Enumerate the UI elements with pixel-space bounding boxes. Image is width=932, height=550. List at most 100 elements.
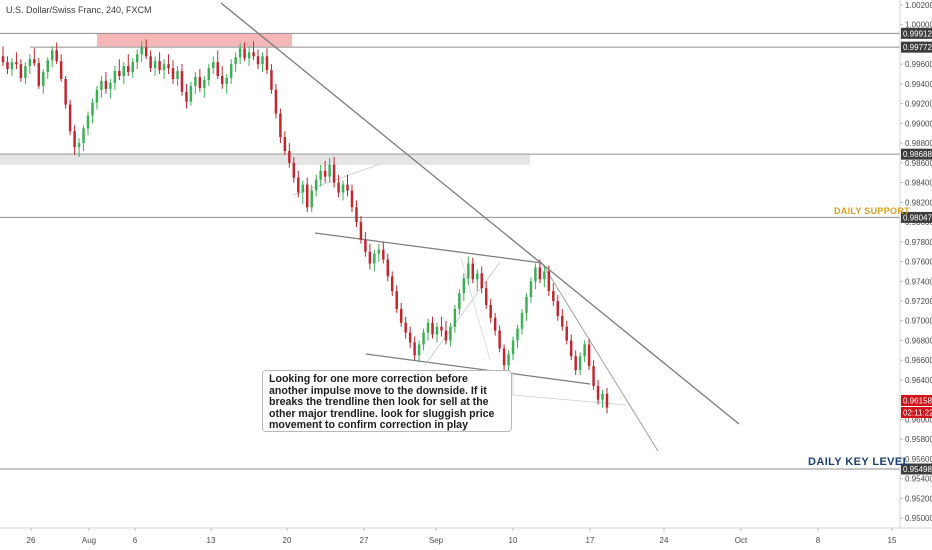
candle-body [198, 76, 202, 88]
candle-body [476, 273, 479, 280]
level-badge-bg [901, 211, 932, 223]
candle-body [435, 326, 439, 335]
candle-body [171, 68, 175, 79]
candle-body [556, 301, 560, 316]
candle-body [561, 315, 564, 327]
current-price-badge: 0.96158 02:11:22 [901, 395, 932, 418]
candle-body [319, 170, 322, 180]
candle-body [502, 348, 506, 366]
time-tick-label: Oct [735, 536, 748, 545]
chart-title: U.S. Dollar/Swiss Franc, 240, FXCM [6, 5, 152, 15]
candle-body [144, 47, 148, 57]
candle-body [583, 344, 586, 357]
time-tick-label: Aug [82, 536, 96, 545]
time-tick-label: 15 [888, 536, 897, 545]
candle-body [552, 291, 555, 302]
candle-body [337, 182, 340, 193]
candle-body [46, 60, 49, 73]
support-zone [0, 154, 530, 165]
candle-body [310, 190, 313, 208]
candle-body [404, 322, 407, 333]
price-tick-label: 1.00000 [905, 21, 932, 30]
candle-body [489, 304, 492, 318]
swing-line-b [424, 261, 501, 366]
price-badges: 0.99912 0.99772 0.98688 0.98047 0.95498 [901, 27, 932, 475]
inner-trendline[interactable] [541, 262, 659, 452]
candle-body [391, 276, 394, 292]
countdown-badge-bg [901, 407, 932, 418]
price-tick-label: 0.97600 [905, 258, 932, 267]
candle-body [77, 143, 81, 148]
candle-body [86, 115, 90, 129]
candle-body [507, 354, 510, 366]
price-tick-label: 0.99600 [905, 60, 932, 69]
current-price-label: 0.96158 [903, 397, 932, 406]
swing-line-c [460, 257, 491, 361]
candle-body [225, 77, 228, 84]
price-tick-label: 0.95200 [905, 494, 932, 503]
candle-body [158, 61, 161, 71]
candle-body [408, 332, 412, 343]
candle-body [297, 177, 300, 193]
candle-body [109, 82, 112, 89]
candle-body [252, 52, 255, 57]
candle-body [601, 393, 604, 400]
candle-body [95, 89, 99, 103]
price-tick-label: 0.99200 [905, 100, 932, 109]
candle-body [24, 66, 27, 78]
candle-body [426, 322, 430, 333]
candle-body [444, 330, 448, 341]
resistance-zone [97, 33, 292, 47]
candle-body [480, 273, 483, 289]
major-trendline[interactable] [220, 2, 740, 425]
candle-body [274, 89, 278, 114]
candle-body [162, 64, 166, 71]
candle-body [498, 330, 501, 349]
channel-lines [292, 163, 659, 452]
price-tick-label: 0.99000 [905, 119, 932, 128]
candle-body [127, 66, 130, 73]
candle-body [332, 164, 336, 183]
level-badge-label: 0.98047 [903, 213, 932, 222]
level-badge-label: 0.99912 [903, 29, 932, 38]
candle-body [399, 308, 403, 323]
candle-body [265, 56, 269, 71]
channel-lower-line[interactable] [365, 353, 591, 385]
price-tick-label: 0.98200 [905, 198, 932, 207]
time-tick-label: 13 [207, 536, 216, 545]
candles-group [1, 39, 609, 414]
candle-body [1, 56, 5, 63]
candle-body [42, 72, 45, 86]
level-badge-bg [901, 41, 932, 53]
level-badge-label: 0.95498 [903, 465, 932, 474]
time-tick-label: 17 [586, 536, 595, 545]
candle-body [605, 393, 609, 408]
candle-body [520, 312, 524, 329]
price-tick-label: 0.95400 [905, 475, 932, 484]
candle-body [301, 184, 304, 193]
channel-upper-line[interactable] [314, 232, 543, 264]
candle-body [212, 62, 215, 69]
candle-body [68, 104, 72, 132]
price-tick-label: 0.95800 [905, 435, 932, 444]
candle-body [574, 356, 577, 371]
candle-body [368, 251, 372, 264]
candle-body [359, 222, 363, 240]
candle-body [377, 249, 381, 254]
candle-body [135, 54, 139, 63]
candle-body [91, 102, 94, 116]
analysis-note[interactable]: Looking for one more correction before a… [262, 370, 512, 432]
candle-body [10, 62, 14, 70]
candle-body [283, 137, 287, 151]
candle-body [229, 64, 233, 78]
candle-body [484, 288, 488, 305]
candle-body [306, 184, 309, 208]
time-tick-label: 6 [133, 536, 138, 545]
time-tick-label: 8 [816, 536, 821, 545]
time-tick-label: 27 [360, 536, 369, 545]
price-tick-label: 0.95000 [905, 514, 932, 523]
time-tick-label: Sep [429, 536, 444, 545]
candle-body [247, 52, 251, 59]
candle-body [131, 62, 134, 73]
